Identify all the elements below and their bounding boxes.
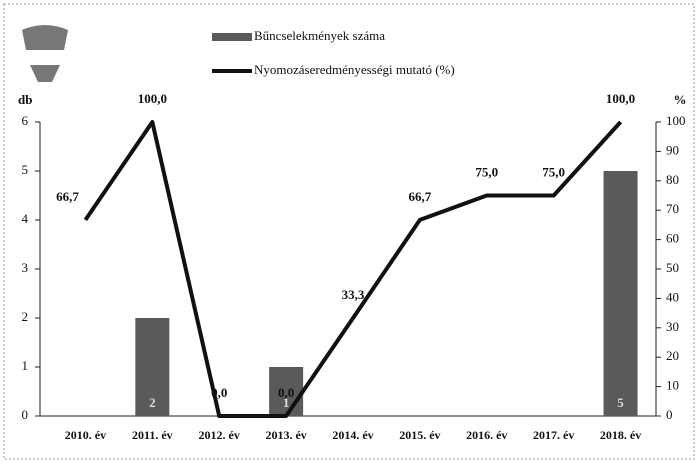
x-tick-label: 2015. év [399, 428, 440, 442]
y2-tick-label: 0 [666, 407, 673, 422]
y-tick-label: 5 [22, 162, 29, 177]
bar [135, 318, 170, 416]
x-tick-label: 2016. év [466, 428, 507, 442]
y2-tick-label: 80 [666, 172, 679, 187]
x-tick-label: 2010. év [65, 428, 106, 442]
line-label: 75,0 [542, 164, 565, 179]
y2-tick-label: 100 [666, 113, 686, 128]
x-tick-label: 2011. év [132, 428, 173, 442]
y2-axis-label: % [674, 92, 687, 107]
y-tick-label: 6 [22, 113, 29, 128]
y2-tick-label: 10 [666, 378, 679, 393]
line-label: 33,3 [342, 287, 365, 302]
legend-label: Nyomozáseredményességi mutató (%) [254, 62, 455, 77]
x-tick-label: 2018. év [600, 428, 641, 442]
y2-tick-label: 40 [666, 289, 679, 304]
x-tick-label: 2014. év [332, 428, 373, 442]
legend-swatch [212, 33, 252, 41]
y-tick-label: 3 [22, 260, 29, 275]
line-label: 75,0 [475, 164, 498, 179]
line-label: 66,7 [409, 189, 432, 204]
legend-label: Bűncselekmények száma [254, 28, 385, 43]
bar [603, 171, 638, 416]
x-tick-label: 2013. év [265, 428, 306, 442]
y2-tick-label: 70 [666, 201, 679, 216]
y2-tick-label: 60 [666, 231, 679, 246]
bar [269, 367, 304, 416]
line-label: 66,7 [56, 189, 79, 204]
y-tick-label: 2 [22, 309, 29, 324]
y2-tick-label: 20 [666, 348, 679, 363]
y-axis-label: db [18, 92, 32, 107]
frame [3, 3, 695, 460]
x-tick-label: 2017. év [533, 428, 574, 442]
y-tick-label: 1 [22, 358, 29, 373]
y2-tick-label: 30 [666, 319, 679, 334]
bar-label: 2 [149, 395, 156, 410]
line-label: 100,0 [138, 91, 167, 106]
line-label: 100,0 [606, 91, 635, 106]
y-tick-label: 4 [22, 211, 29, 226]
y2-tick-label: 90 [666, 142, 679, 157]
y-tick-label: 0 [22, 407, 29, 422]
line-label: 0,0 [278, 385, 294, 400]
bar-label: 5 [617, 395, 624, 410]
line [83, 120, 623, 418]
line-label: 0,0 [211, 385, 227, 400]
y2-tick-label: 50 [666, 260, 679, 275]
x-tick-label: 2012. év [199, 428, 240, 442]
bar-label: 1 [283, 395, 290, 410]
logo [22, 25, 68, 82]
